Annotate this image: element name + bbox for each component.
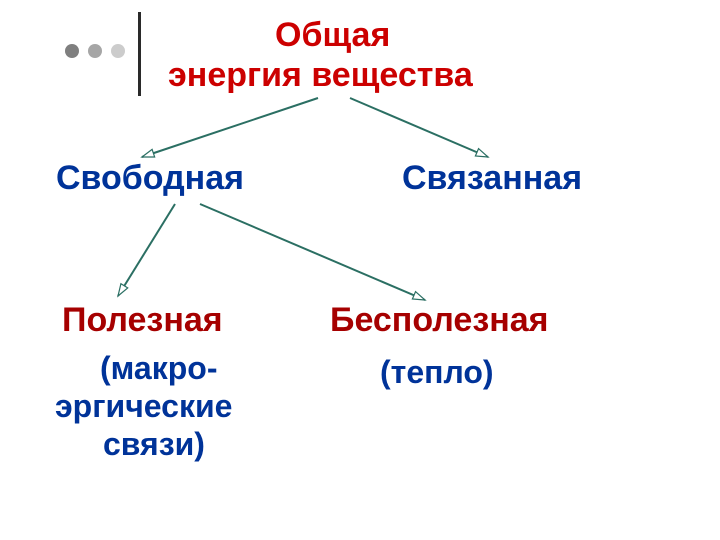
node-useful-sub-3: связи) — [103, 426, 205, 463]
dot-icon — [65, 44, 79, 58]
dot-icon — [88, 44, 102, 58]
decorative-dots — [65, 44, 125, 58]
node-useful-sub-1: (макро- — [100, 350, 217, 387]
node-bound: Связанная — [402, 159, 582, 198]
dot-icon — [111, 44, 125, 58]
title-line2: энергия вещества — [168, 56, 473, 95]
node-useful: Полезная — [62, 301, 223, 340]
node-useful-sub-2: эргические — [55, 388, 232, 425]
title-line1: Общая — [275, 16, 390, 55]
node-useless: Бесполезная — [330, 301, 549, 340]
title-separator — [138, 12, 141, 96]
node-useless-sub: (тепло) — [380, 354, 494, 391]
node-free: Свободная — [56, 159, 244, 198]
diagram-stage: Общая энергия вещества Свободная Связанн… — [0, 0, 720, 540]
